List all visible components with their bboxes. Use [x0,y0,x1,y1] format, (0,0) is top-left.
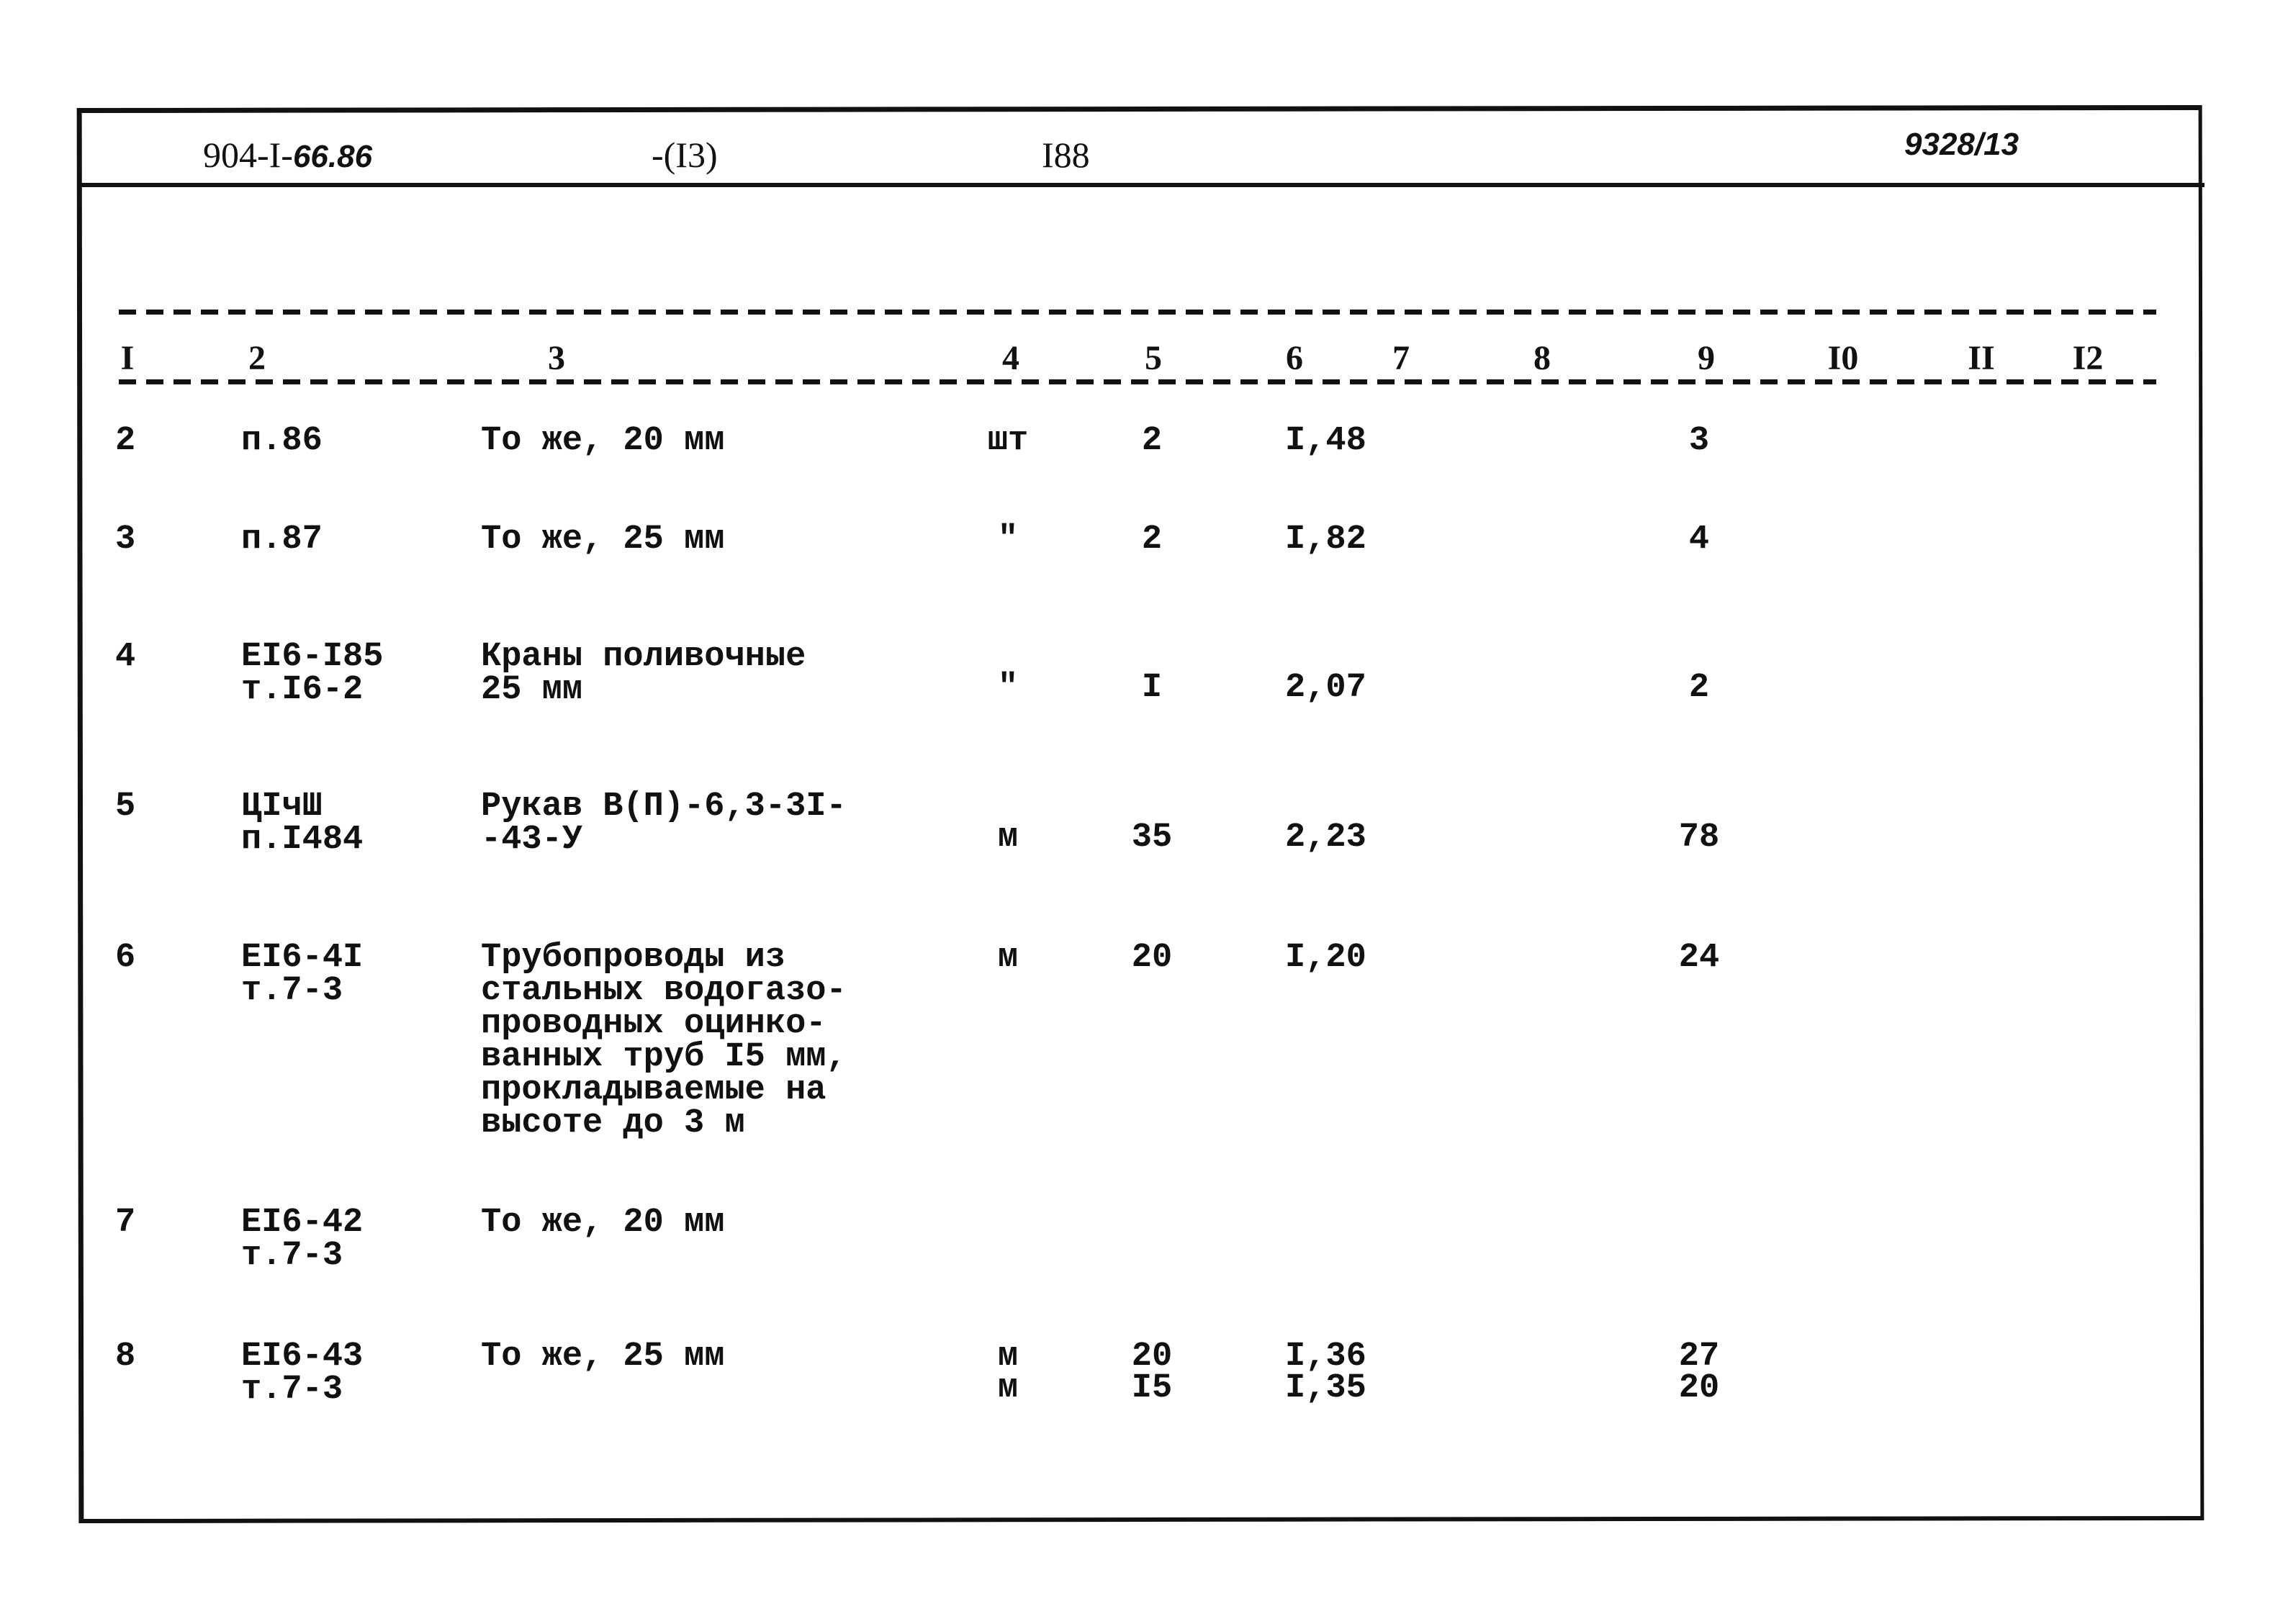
work-name: проводных оцинко- [481,1005,827,1043]
column-number: I [120,339,135,377]
column-number: 7 [1392,339,1410,377]
total-cost: 3 [1688,422,1710,460]
total-cost: 2 [1688,669,1710,707]
work-name: Рукав В(П)-6,3-3I- [481,788,847,826]
row-number: 6 [115,939,136,977]
norm-code: т.7-3 [241,1371,343,1409]
work-name: То же, 20 мм [481,1204,725,1242]
work-name: Краны поливочные [481,638,806,676]
unit: " [997,520,1019,559]
norm-code: ЦIчШ [241,788,323,826]
column-number: 2 [248,339,266,377]
norm-code: п.87 [241,520,323,559]
quantity: 35 [1131,818,1173,857]
norm-code: EI6-42 [241,1204,364,1242]
total-cost: 20 [1678,1369,1720,1407]
norm-code: EI6-43 [241,1337,364,1376]
work-name: высоте до 3 м [481,1104,745,1142]
unit-price: I,35 [1285,1369,1366,1407]
unit: м [997,1337,1019,1376]
column-number: II [1968,339,1995,377]
total-cost: 27 [1678,1337,1720,1376]
unit: " [997,669,1019,707]
column-number: I2 [2072,339,2104,377]
doc-code-printed: 904-I- [203,135,293,175]
unit-price: 2,07 [1285,669,1366,707]
unit: м [997,1369,1019,1407]
column-number: 9 [1698,339,1715,377]
column-number: 5 [1145,339,1162,377]
column-number: 3 [548,339,565,377]
norm-code: т.7-3 [241,972,343,1010]
dashed-rule-bottom [119,379,2156,384]
total-cost: 78 [1678,818,1720,857]
quantity: I5 [1131,1369,1173,1407]
column-number: 4 [1002,339,1019,377]
work-name: То же, 25 мм [481,520,725,559]
work-name: стальных водогазо- [481,972,847,1010]
row-number: 8 [115,1337,136,1376]
unit-price: I,36 [1285,1337,1366,1376]
part-number: -(I3) [652,135,718,175]
column-number: 6 [1286,339,1303,377]
work-name: -43-У [481,821,583,859]
row-number: 2 [115,422,136,460]
unit-price: I,82 [1285,520,1366,559]
norm-code: п.86 [241,422,323,460]
row-number: 3 [115,520,136,559]
unit: м [997,818,1019,857]
work-name: прокладываемые на [481,1071,827,1109]
unit: шт [987,422,1029,460]
work-name: Трубопроводы из [481,939,786,977]
column-number: I0 [1827,339,1859,377]
quantity: 2 [1141,520,1163,559]
unit-price: 2,23 [1285,818,1366,857]
norm-code: EI6-I85 [241,638,384,676]
dashed-rule-top [119,310,2156,315]
work-name: ванных труб I5 мм, [481,1038,847,1076]
header-divider [81,183,2204,187]
archive-number: 9328/13 [1904,127,2019,162]
norm-code: п.I484 [241,821,364,859]
unit-price: I,48 [1285,422,1366,460]
unit-price: I,20 [1285,939,1366,977]
total-cost: 24 [1678,939,1720,977]
row-number: 7 [115,1204,136,1242]
unit: м [997,939,1019,977]
quantity: 20 [1131,939,1173,977]
row-number: 5 [115,788,136,826]
work-name: То же, 25 мм [481,1337,725,1376]
total-cost: 4 [1688,520,1710,559]
doc-code: 904-I-66.86 [203,134,372,176]
quantity: 20 [1131,1337,1173,1376]
doc-code-handwritten: 66.86 [292,139,373,174]
work-name: 25 мм [481,671,583,709]
row-number: 4 [115,638,136,676]
work-name: То же, 20 мм [481,422,725,460]
norm-code: т.I6-2 [241,671,364,709]
page-frame [76,104,2204,1524]
column-number: 8 [1533,339,1551,377]
norm-code: EI6-4I [241,939,364,977]
quantity: I [1141,669,1163,707]
page-number: I88 [1042,135,1090,175]
norm-code: т.7-3 [241,1237,343,1275]
quantity: 2 [1141,422,1163,460]
